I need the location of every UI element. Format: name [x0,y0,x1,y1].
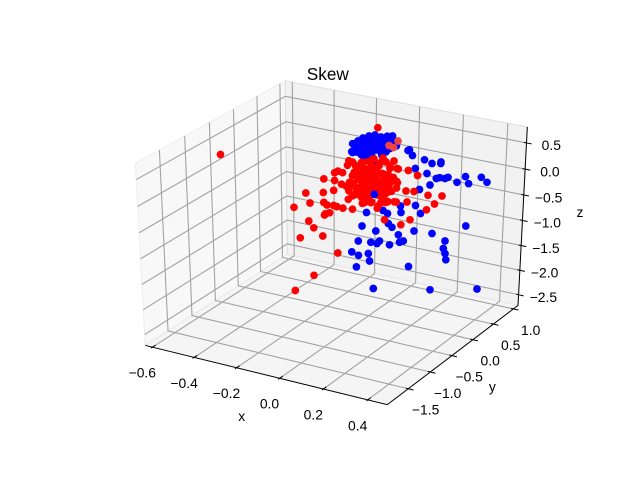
svg-text:−0.4: −0.4 [170,375,198,391]
svg-text:0.5: 0.5 [501,337,521,353]
svg-text:0.5: 0.5 [542,137,562,153]
svg-text:Skew: Skew [307,64,350,84]
svg-text:−2.0: −2.0 [531,265,559,281]
svg-text:0.2: 0.2 [304,406,324,422]
svg-text:1.0: 1.0 [521,322,541,338]
svg-text:0.0: 0.0 [540,163,560,179]
svg-text:0.0: 0.0 [481,353,501,369]
svg-text:0.4: 0.4 [348,417,368,433]
svg-text:0.0: 0.0 [260,396,280,412]
svg-text:y: y [489,379,496,395]
svg-text:−1.0: −1.0 [434,385,462,401]
svg-text:x: x [238,408,245,424]
svg-text:−1.5: −1.5 [412,402,440,418]
svg-text:−1.0: −1.0 [534,215,562,231]
svg-text:−0.5: −0.5 [535,189,563,205]
svg-text:−0.6: −0.6 [129,365,157,381]
svg-text:z: z [577,204,584,220]
svg-text:−1.5: −1.5 [532,240,560,256]
svg-text:−0.2: −0.2 [213,385,241,401]
svg-text:−2.5: −2.5 [530,289,558,305]
svg-text:−0.5: −0.5 [455,369,483,385]
